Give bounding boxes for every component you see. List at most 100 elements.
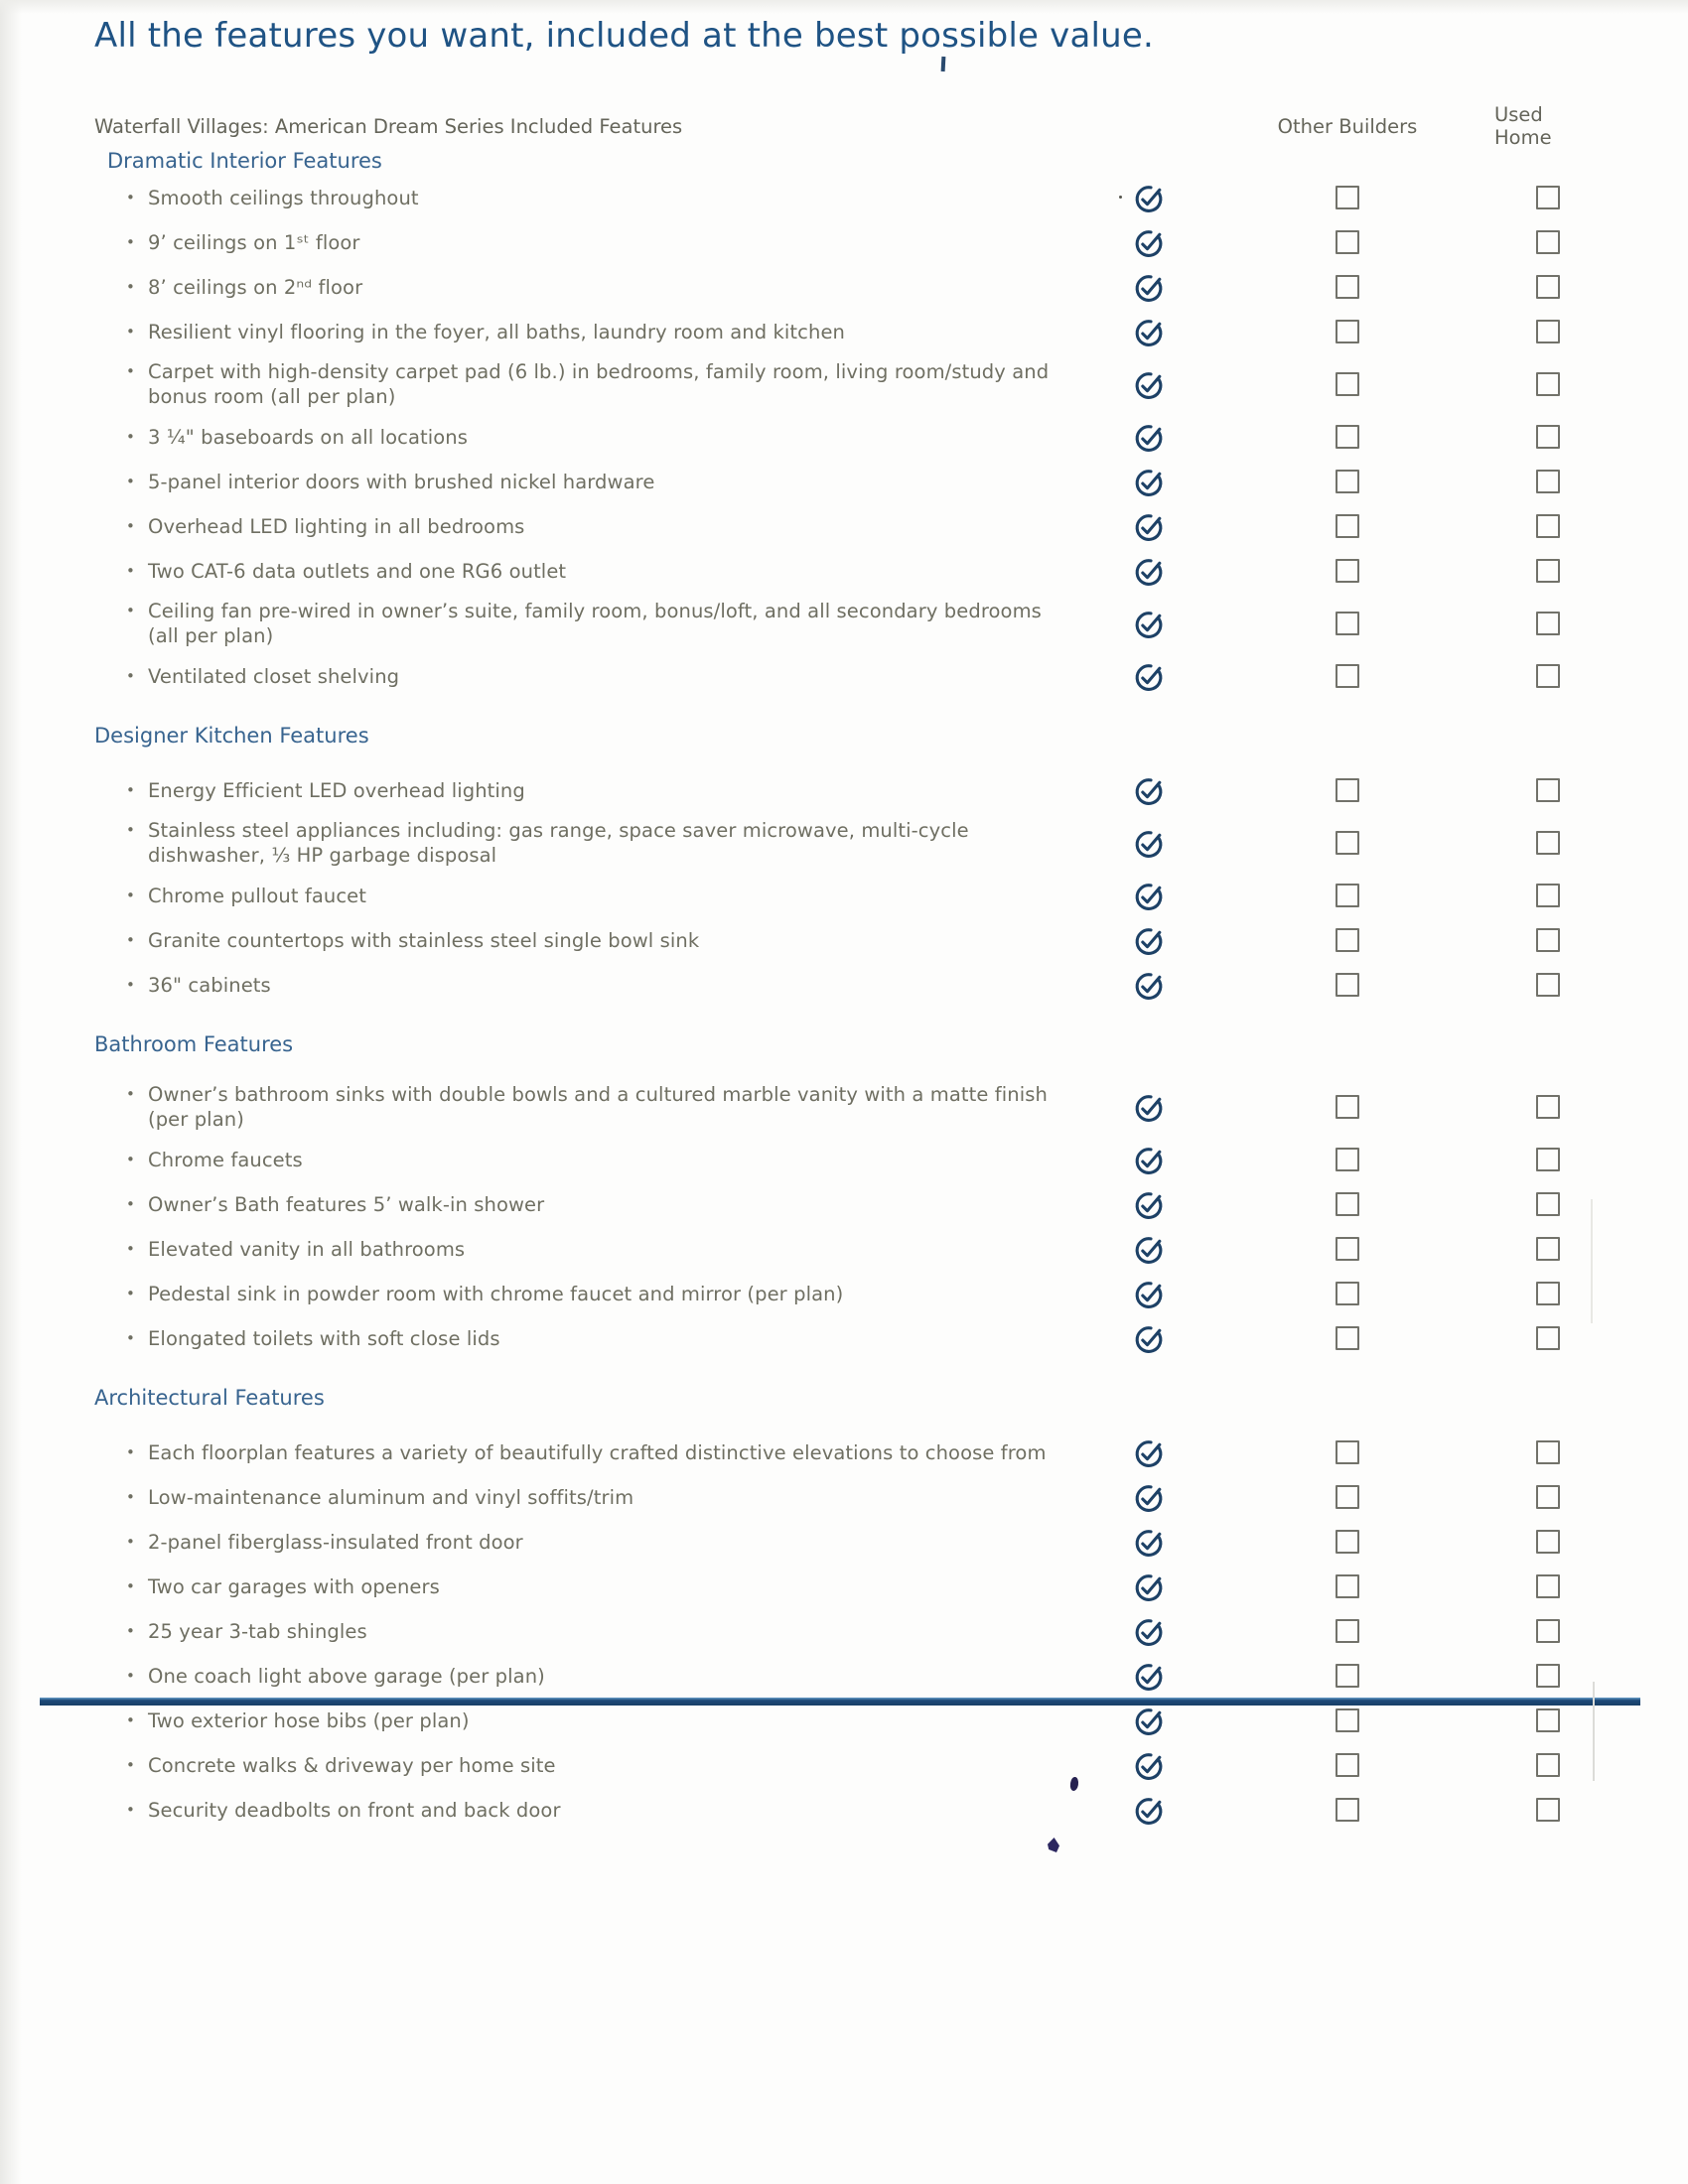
checkbox-empty-icon bbox=[1536, 186, 1560, 209]
feature-text-cell: • Low-maintenance aluminum and vinyl sof… bbox=[94, 1485, 1097, 1510]
check-circle-icon bbox=[1135, 1148, 1163, 1174]
feature-text-cell: • 2-panel fiberglass-insulated front doo… bbox=[94, 1530, 1097, 1555]
checkbox-empty-icon bbox=[1536, 1095, 1560, 1119]
included-cell bbox=[1097, 1435, 1200, 1469]
feature-text: Owner’s Bath features 5’ walk-in shower bbox=[148, 1192, 545, 1216]
check-circle-icon bbox=[1135, 884, 1163, 910]
checkbox-empty-icon bbox=[1536, 1192, 1560, 1216]
used-home-cell bbox=[1494, 320, 1602, 343]
used-home-cell bbox=[1494, 425, 1602, 449]
checkbox-empty-icon bbox=[1336, 1237, 1359, 1261]
bullet-icon: • bbox=[126, 1666, 135, 1685]
bullet-icon: • bbox=[126, 1800, 135, 1819]
column-header-other-builders: Other Builders bbox=[1277, 114, 1418, 138]
feature-row: • Elongated toilets with soft close lids bbox=[94, 1321, 1623, 1355]
check-circle-icon bbox=[1135, 778, 1163, 805]
feature-row: • Chrome pullout faucet bbox=[94, 879, 1623, 912]
bullet-icon: • bbox=[126, 1576, 135, 1595]
included-cell bbox=[1097, 968, 1200, 1002]
used-home-cell bbox=[1494, 1664, 1602, 1688]
feature-sections: Dramatic Interior Features • Smooth ceil… bbox=[94, 149, 1623, 1857]
other-builders-cell bbox=[1200, 1664, 1494, 1688]
other-builders-cell bbox=[1200, 612, 1494, 635]
included-cell bbox=[1097, 1321, 1200, 1355]
feature-row: • 5-panel interior doors with brushed ni… bbox=[94, 465, 1623, 498]
check-circle-icon bbox=[1135, 1708, 1163, 1735]
other-builders-cell bbox=[1200, 1798, 1494, 1822]
feature-row: • Smooth ceilings throughout bbox=[94, 181, 1623, 214]
feature-text: Pedestal sink in powder room with chrome… bbox=[148, 1282, 844, 1305]
checkbox-empty-icon bbox=[1336, 1282, 1359, 1305]
other-builders-cell bbox=[1200, 1440, 1494, 1464]
checkbox-empty-icon bbox=[1536, 230, 1560, 254]
feature-row: • Low-maintenance aluminum and vinyl sof… bbox=[94, 1480, 1623, 1514]
checkbox-empty-icon bbox=[1336, 1485, 1359, 1509]
included-cell bbox=[1097, 773, 1200, 807]
feature-text: Energy Efficient LED overhead lighting bbox=[148, 778, 525, 802]
feature-section: Designer Kitchen Features • Energy Effic… bbox=[94, 724, 1623, 1002]
checkbox-empty-icon bbox=[1536, 973, 1560, 997]
used-home-cell bbox=[1494, 884, 1602, 907]
check-circle-icon bbox=[1135, 973, 1163, 1000]
used-home-cell bbox=[1494, 275, 1602, 299]
check-circle-icon bbox=[1135, 275, 1163, 302]
feature-text-cell: • Owner’s Bath features 5’ walk-in showe… bbox=[94, 1192, 1097, 1217]
included-cell bbox=[1097, 270, 1200, 304]
feature-text: Stainless steel appliances including: ga… bbox=[148, 819, 969, 867]
used-home-cell bbox=[1494, 1237, 1602, 1261]
feature-text-cell: • Elongated toilets with soft close lids bbox=[94, 1326, 1097, 1351]
check-circle-icon bbox=[1135, 186, 1163, 212]
other-builders-cell bbox=[1200, 1485, 1494, 1509]
bullet-icon: • bbox=[126, 277, 135, 296]
other-builders-cell bbox=[1200, 425, 1494, 449]
feature-section: Dramatic Interior Features • Smooth ceil… bbox=[94, 149, 1623, 693]
checkbox-empty-icon bbox=[1536, 884, 1560, 907]
check-circle-icon bbox=[1135, 1095, 1163, 1122]
used-home-cell bbox=[1494, 1148, 1602, 1171]
other-builders-cell bbox=[1200, 1095, 1494, 1119]
bullet-icon: • bbox=[126, 1755, 135, 1774]
feature-text: 3 ¼" baseboards on all locations bbox=[148, 425, 469, 449]
other-builders-cell bbox=[1200, 1237, 1494, 1261]
feature-text-cell: • 5-panel interior doors with brushed ni… bbox=[94, 470, 1097, 494]
feature-text-cell: • Chrome pullout faucet bbox=[94, 884, 1097, 908]
other-builders-cell bbox=[1200, 664, 1494, 688]
feature-text: 8’ ceilings on 2ⁿᵈ floor bbox=[148, 275, 363, 299]
feature-row: • 9’ ceilings on 1ˢᵗ floor bbox=[94, 225, 1623, 259]
feature-text-cell: • Elevated vanity in all bathrooms bbox=[94, 1237, 1097, 1262]
check-circle-icon bbox=[1135, 425, 1163, 452]
checkbox-empty-icon bbox=[1336, 664, 1359, 688]
checkbox-empty-icon bbox=[1536, 1148, 1560, 1171]
checkbox-empty-icon bbox=[1336, 1753, 1359, 1777]
feature-text: 2-panel fiberglass-insulated front door bbox=[148, 1530, 523, 1554]
section-heading: Designer Kitchen Features bbox=[94, 724, 369, 748]
feature-text-cell: • 3 ¼" baseboards on all locations bbox=[94, 425, 1097, 450]
checkbox-empty-icon bbox=[1536, 1753, 1560, 1777]
feature-row: • 25 year 3-tab shingles bbox=[94, 1614, 1623, 1648]
other-builders-cell bbox=[1200, 884, 1494, 907]
included-cell bbox=[1097, 420, 1200, 454]
check-circle-icon bbox=[1135, 372, 1163, 399]
checkbox-empty-icon bbox=[1336, 1530, 1359, 1554]
feature-text-cell: • Owner’s bathroom sinks with double bow… bbox=[94, 1082, 1097, 1132]
checkbox-empty-icon bbox=[1336, 320, 1359, 343]
feature-row: • Each floorplan features a variety of b… bbox=[94, 1435, 1623, 1469]
included-cell bbox=[1097, 923, 1200, 957]
other-builders-cell bbox=[1200, 973, 1494, 997]
check-circle-icon bbox=[1135, 928, 1163, 955]
check-circle-icon bbox=[1135, 612, 1163, 638]
feature-row: • Overhead LED lighting in all bedrooms bbox=[94, 509, 1623, 543]
other-builders-cell bbox=[1200, 1326, 1494, 1350]
bullet-icon: • bbox=[126, 1532, 135, 1551]
feature-row: • 3 ¼" baseboards on all locations bbox=[94, 420, 1623, 454]
bullet-icon: • bbox=[126, 1284, 135, 1302]
other-builders-cell bbox=[1200, 559, 1494, 583]
feature-text: Overhead LED lighting in all bedrooms bbox=[148, 514, 525, 538]
checkbox-empty-icon bbox=[1536, 275, 1560, 299]
feature-text-cell: • Overhead LED lighting in all bedrooms bbox=[94, 514, 1097, 539]
included-cell bbox=[1097, 1614, 1200, 1648]
other-builders-cell bbox=[1200, 778, 1494, 802]
included-cell bbox=[1097, 1277, 1200, 1310]
check-circle-icon bbox=[1135, 470, 1163, 496]
feature-text: 25 year 3-tab shingles bbox=[148, 1619, 367, 1643]
